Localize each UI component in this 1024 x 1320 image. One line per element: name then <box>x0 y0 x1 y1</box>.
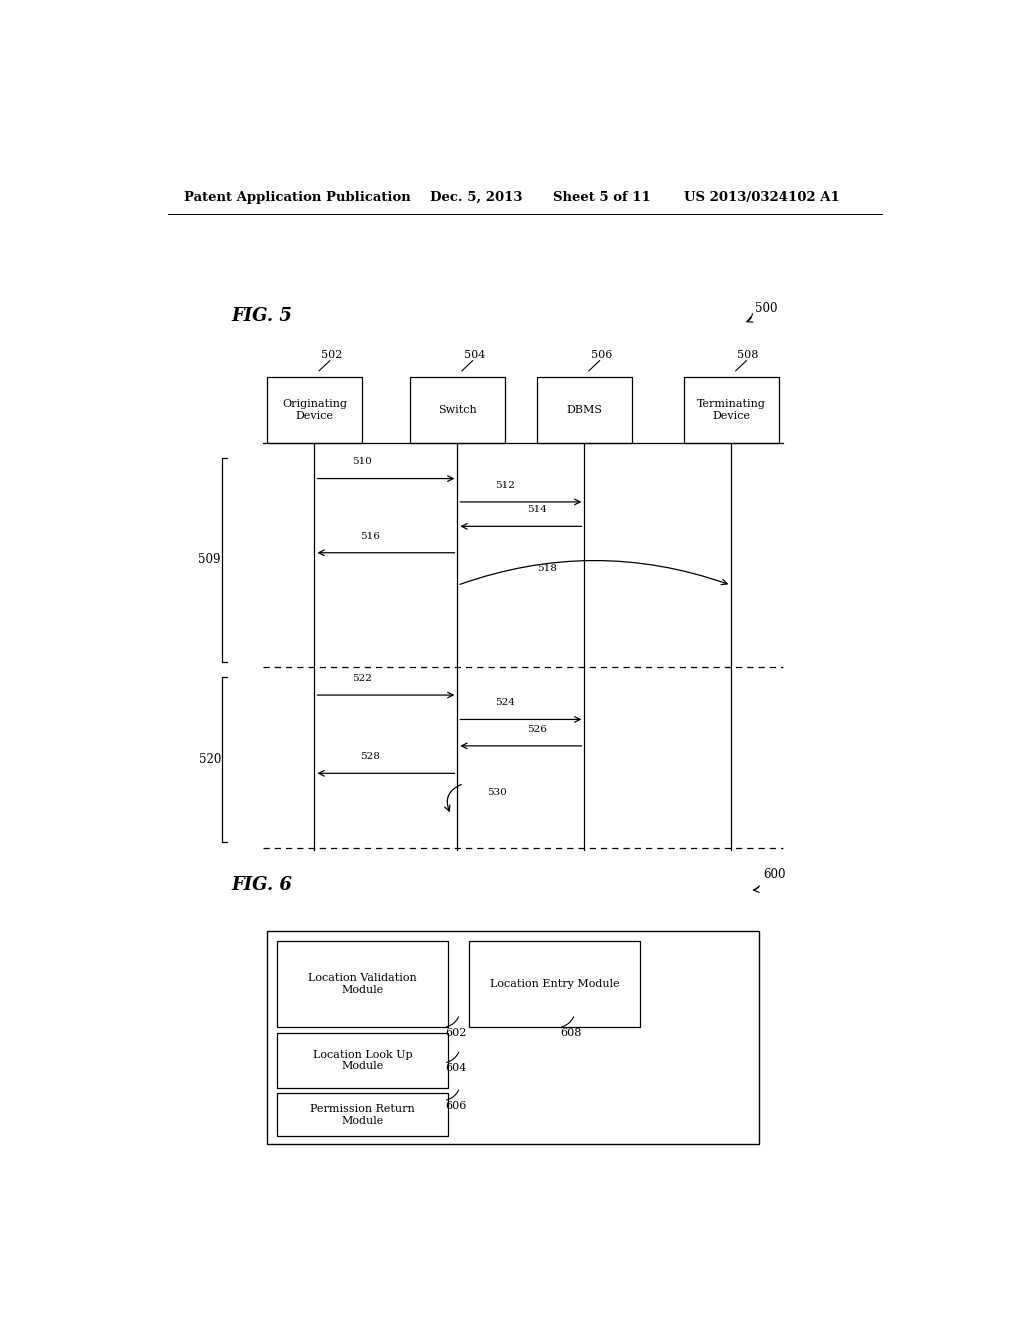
Text: Patent Application Publication: Patent Application Publication <box>183 190 411 203</box>
Text: Location Validation
Module: Location Validation Module <box>308 973 417 995</box>
FancyBboxPatch shape <box>469 941 640 1027</box>
FancyBboxPatch shape <box>684 378 778 444</box>
Text: 510: 510 <box>352 457 372 466</box>
Text: Dec. 5, 2013: Dec. 5, 2013 <box>430 190 522 203</box>
Text: 600: 600 <box>763 869 785 882</box>
Text: Permission Return
Module: Permission Return Module <box>310 1104 415 1126</box>
Text: FIG. 6: FIG. 6 <box>231 876 292 894</box>
Text: Location Entry Module: Location Entry Module <box>489 979 620 989</box>
Text: 509: 509 <box>199 553 221 566</box>
Text: 520: 520 <box>199 754 221 766</box>
Text: Location Look Up
Module: Location Look Up Module <box>312 1049 413 1072</box>
FancyBboxPatch shape <box>267 378 362 444</box>
Text: 604: 604 <box>445 1063 467 1073</box>
Text: 508: 508 <box>737 350 759 359</box>
Text: 506: 506 <box>591 350 612 359</box>
Text: 530: 530 <box>487 788 507 797</box>
Text: 606: 606 <box>445 1101 467 1110</box>
Text: Sheet 5 of 11: Sheet 5 of 11 <box>553 190 650 203</box>
Text: 526: 526 <box>526 725 547 734</box>
FancyBboxPatch shape <box>278 1093 447 1137</box>
Text: 602: 602 <box>445 1027 467 1038</box>
Text: 502: 502 <box>321 350 342 359</box>
Text: FIG. 5: FIG. 5 <box>231 308 292 325</box>
Text: 516: 516 <box>360 532 380 541</box>
Text: 528: 528 <box>360 752 380 762</box>
FancyBboxPatch shape <box>278 941 447 1027</box>
FancyBboxPatch shape <box>537 378 632 444</box>
Text: Terminating
Device: Terminating Device <box>696 399 766 421</box>
FancyBboxPatch shape <box>267 931 759 1144</box>
Text: 512: 512 <box>495 480 515 490</box>
Text: 500: 500 <box>755 302 777 315</box>
Text: 524: 524 <box>495 698 515 708</box>
Text: Switch: Switch <box>438 405 477 414</box>
FancyBboxPatch shape <box>410 378 505 444</box>
Text: 504: 504 <box>464 350 485 359</box>
FancyBboxPatch shape <box>278 1032 447 1089</box>
Text: 608: 608 <box>560 1027 582 1038</box>
Text: 518: 518 <box>537 564 557 573</box>
Text: US 2013/0324102 A1: US 2013/0324102 A1 <box>684 190 840 203</box>
Text: 522: 522 <box>352 675 372 682</box>
Text: Originating
Device: Originating Device <box>282 399 347 421</box>
Text: 514: 514 <box>526 506 547 515</box>
Text: DBMS: DBMS <box>566 405 602 414</box>
